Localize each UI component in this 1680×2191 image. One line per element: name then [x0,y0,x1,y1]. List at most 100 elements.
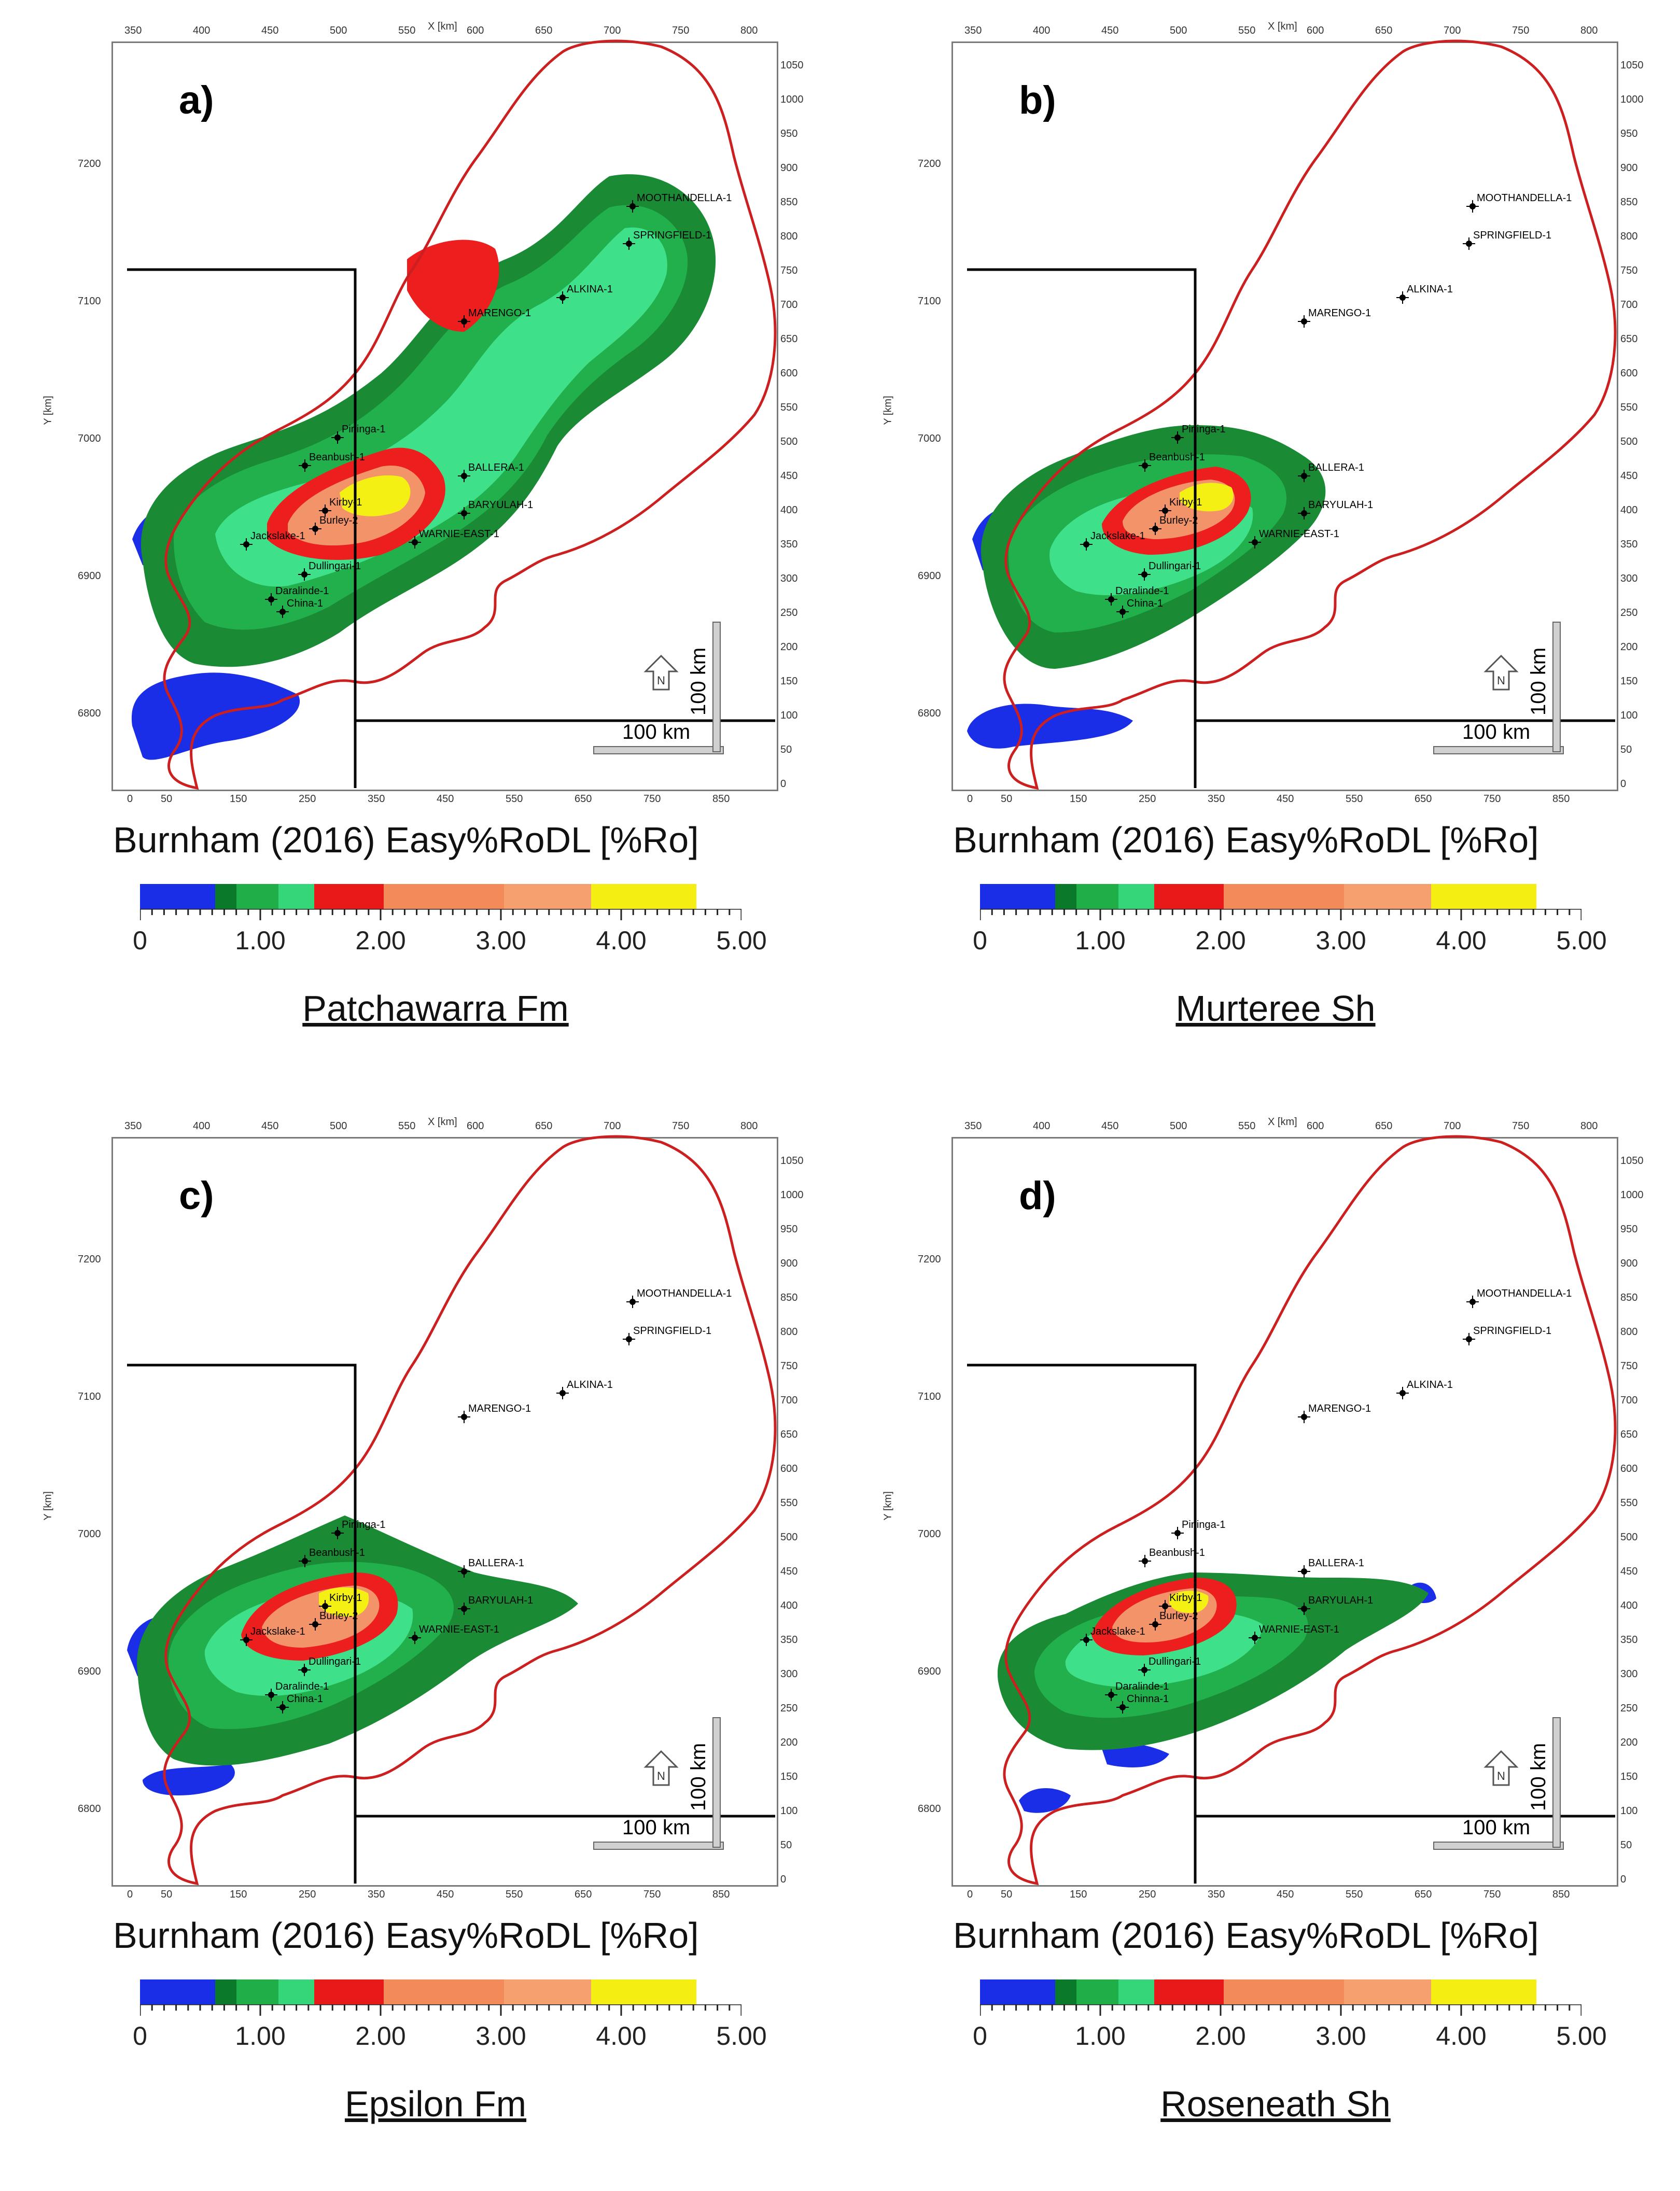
x-bottom-tick-label: 350 [1208,1889,1225,1900]
well-label: MOOTHANDELLA-1 [1477,1288,1572,1299]
well-marker [331,431,344,444]
well-label: Kirby-1 [1169,1592,1202,1604]
y-right-tick-label: 50 [780,1839,792,1851]
x-bottom-tick-label: 450 [1277,793,1294,805]
colorbar-segment [236,1979,278,2004]
y-right-tick-label: 0 [780,778,787,790]
y-left-tick-label: 6800 [78,1803,101,1815]
y-right-tick-label: 500 [1620,436,1638,447]
well-marker [1396,1387,1409,1399]
x-top-tick-label: 650 [535,25,553,36]
x-bottom-tick-label: 450 [437,793,454,805]
y-left-tick-label: 6800 [918,1803,941,1815]
well-label: Pininga-1 [1182,424,1226,435]
colorbar-tick-label: 2.00 [1195,926,1246,955]
y-left-tick-label: 6900 [78,570,101,582]
y-right-tick-label: 1050 [780,1155,804,1167]
y-right-tick-label: 200 [780,641,798,653]
well-label: ALKINA-1 [1407,1379,1453,1391]
y-axis-title: Y [km] [882,1491,894,1521]
well-label: BARYULAH-1 [468,499,533,511]
x-top-tick-label: 450 [261,1120,279,1132]
y-right-tick-label: 700 [1620,1395,1638,1406]
scale-bar [1433,622,1564,754]
y-left-tick-label: 7000 [78,433,101,444]
scale-label-horizontal: 100 km [1462,721,1531,743]
well-label: MARENGO-1 [1308,1403,1371,1414]
x-top-tick-label: 650 [1375,25,1393,36]
y-right-tick-label: 850 [780,196,798,208]
y-right-tick-label: 200 [780,1737,798,1748]
well-marker [1249,1632,1261,1644]
scale-label-vertical: 100 km [1527,1743,1550,1811]
y-right-tick-label: 600 [780,368,798,379]
well-marker [1149,523,1161,535]
colorbar [980,884,1581,909]
y-right-tick-label: 500 [1620,1532,1638,1543]
well-marker [265,1689,277,1701]
x-top-tick-label: 750 [1512,1120,1530,1132]
well-marker [1396,291,1409,304]
well-marker [1249,536,1261,549]
well-marker [1463,1333,1475,1345]
x-top-tick-label: 350 [124,25,142,36]
colorbar-tick-label: 1.00 [1075,2021,1126,2050]
y-right-tick-label: 400 [780,504,798,516]
y-right-tick-label: 850 [1620,1292,1638,1303]
well-marker [1138,568,1151,581]
scale-bar [593,1717,724,1850]
well-marker [623,237,635,250]
well-label: Daralinde-1 [1115,1681,1169,1692]
colorbar-tick-label: 0 [133,2021,147,2050]
well-marker [1298,470,1310,482]
colorbar-tick-label: 0 [973,926,987,955]
y-left-tick-label: 7000 [918,1528,941,1540]
y-right-tick-label: 150 [780,676,798,687]
well-label: China-1 [1127,598,1163,609]
well-label: Burley-2 [319,1610,358,1622]
colorbar-segment [1431,884,1536,909]
x-bottom-tick-label: 0 [967,1889,973,1900]
well-label: ALKINA-1 [1407,284,1453,295]
colorbar-tick-label: 0 [133,926,147,955]
x-axis-title: X [km] [1268,21,1297,32]
well-marker [331,1527,344,1539]
well-label: Beanbush-1 [309,1547,365,1558]
well-marker [319,504,331,517]
y-right-tick-label: 600 [780,1463,798,1474]
well-label: Burley-2 [1159,1610,1198,1622]
well-marker [1466,200,1479,213]
y-right-tick-label: 650 [1620,333,1638,345]
colorbar-segment [980,1979,1055,2004]
x-bottom-tick-label: 550 [1346,1889,1363,1900]
x-top-tick-label: 350 [964,1120,982,1132]
colorbar-tick-label: 5.00 [1556,2021,1607,2050]
colorbar-segment [1223,884,1344,909]
colorbar-segment [314,1979,384,2004]
well-label: BALLERA-1 [468,1557,524,1569]
colorbar-tick-label: 1.00 [1075,926,1126,955]
well-label: ALKINA-1 [567,1379,613,1391]
well-label: BARYULAH-1 [1308,1595,1373,1606]
well-label: Kirby-1 [329,497,362,508]
well-marker [265,593,277,606]
y-right-tick-label: 750 [1620,265,1638,276]
well-marker [1138,1664,1151,1676]
well-label: Beanbush-1 [1149,1547,1205,1558]
map-panel-d: X [km] 350 400 450 500 550 600 650 700 750 800 0 50 1… [840,1096,1680,2191]
colorbar-segment [215,884,236,909]
well-label: SPRINGFIELD-1 [1473,1325,1551,1337]
maturity-zone-low [1102,1743,1169,1767]
colorbar-segment [1431,1979,1536,2004]
x-bottom-tick-label: 550 [506,793,523,805]
y-right-tick-label: 950 [780,128,798,139]
well-marker [1298,315,1310,328]
y-right-tick-label: 350 [1620,1634,1638,1646]
y-right-tick-label: 250 [1620,607,1638,619]
colorbar-segment [980,884,1055,909]
colorbar-segment [383,1979,504,2004]
svg-text:N: N [1497,1769,1505,1782]
well-marker [299,1555,311,1567]
formation-name: Murteree Sh [1175,988,1376,1029]
well-marker [458,1603,470,1615]
